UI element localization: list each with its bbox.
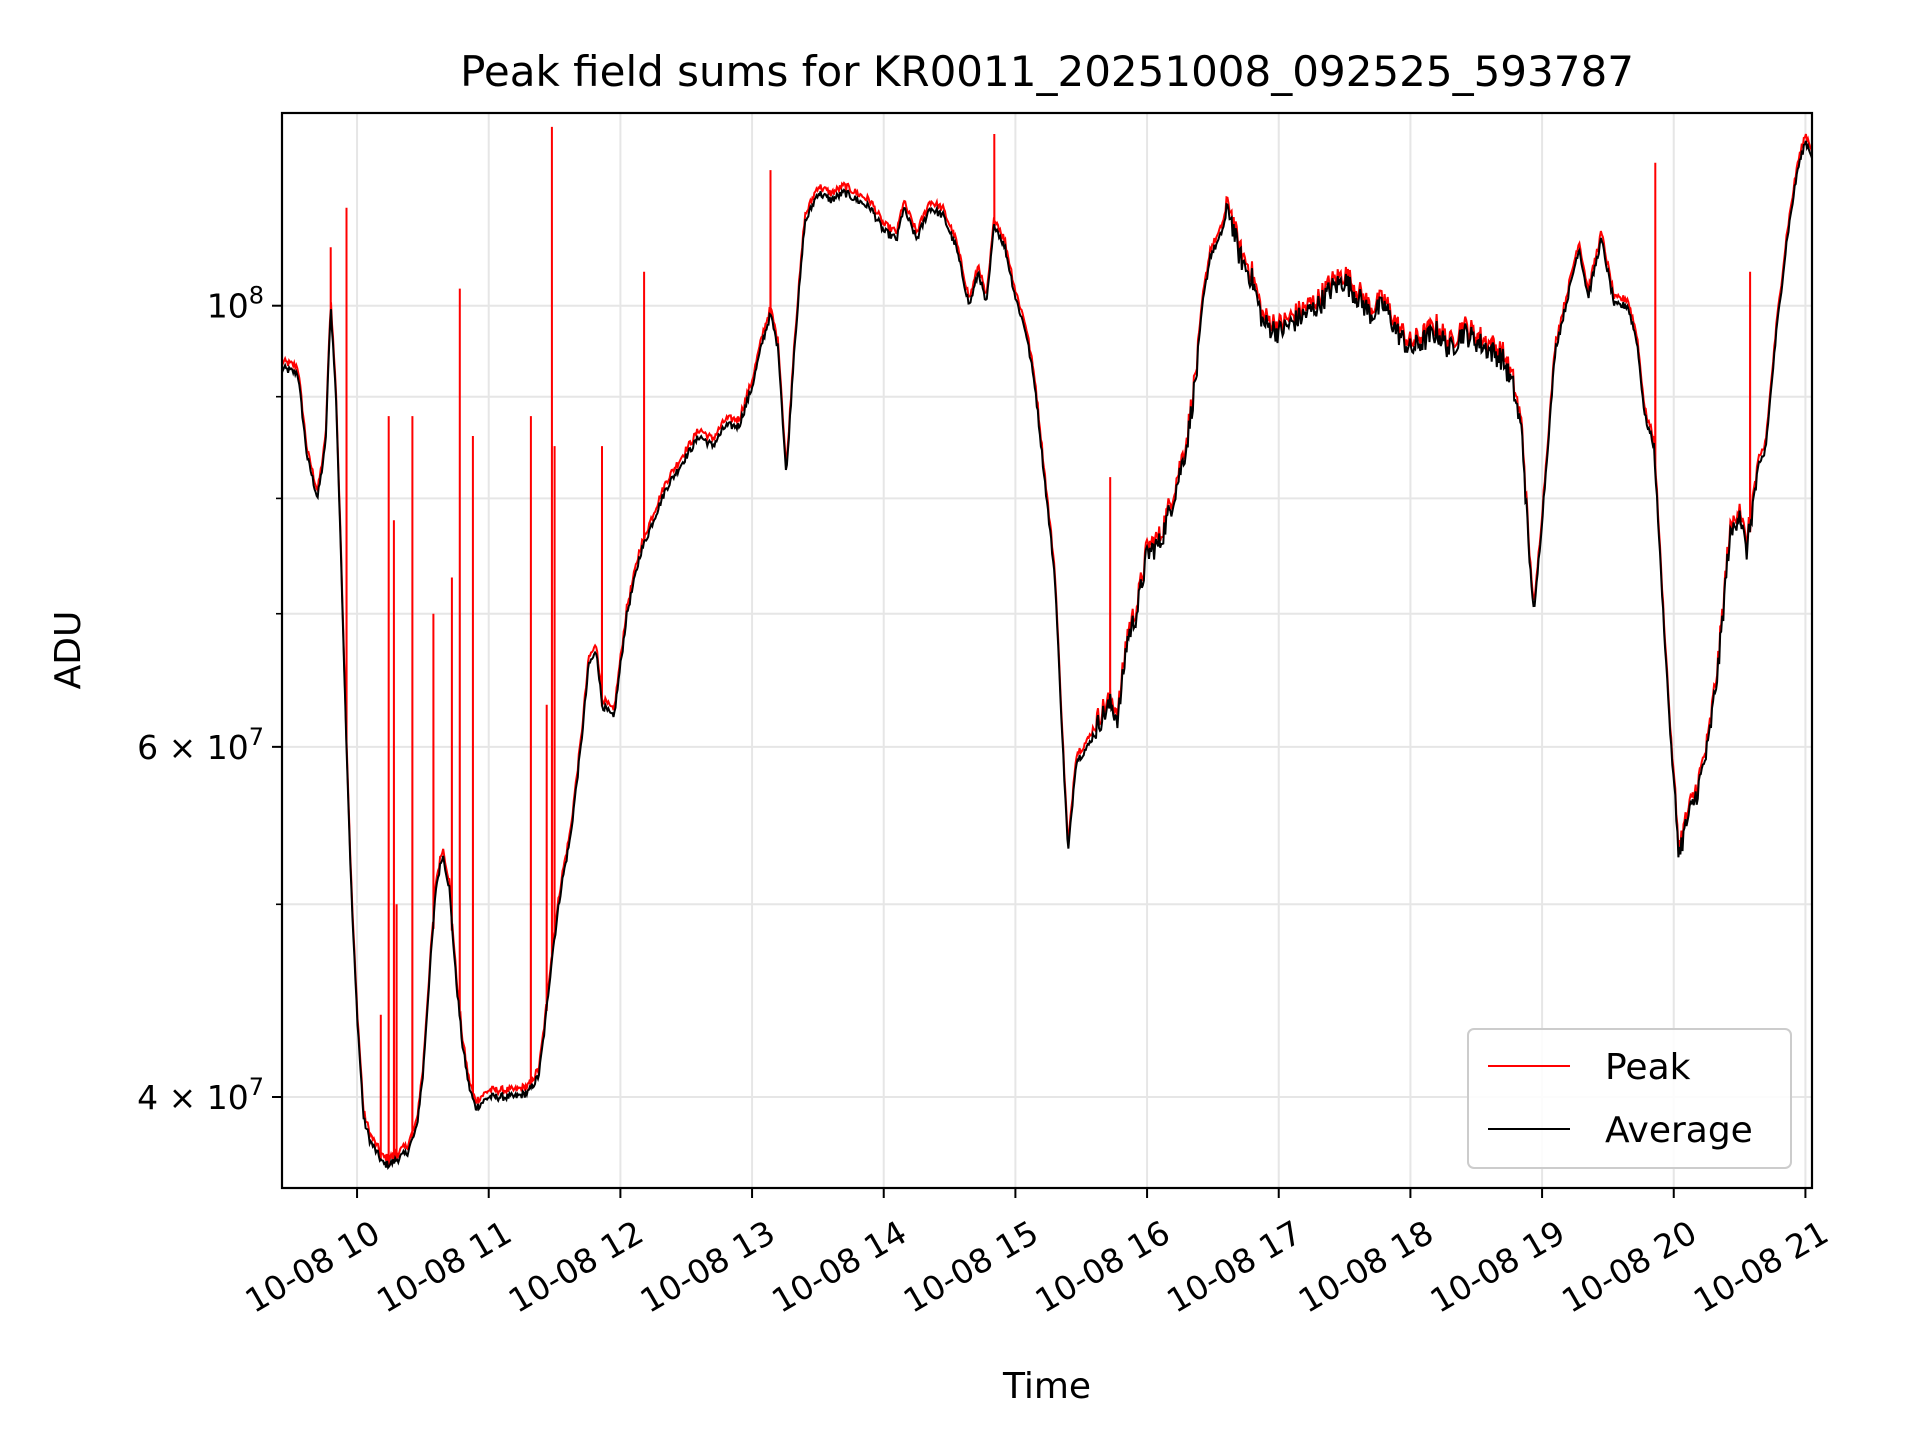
y-axis-title: ADU	[48, 611, 89, 690]
legend: Peak Average	[1467, 1028, 1792, 1169]
y-tick-label: 4 × 107	[137, 1073, 264, 1117]
legend-box	[1467, 1028, 1792, 1169]
plot-area	[282, 126, 1812, 1170]
x-axis-title: Time	[1002, 1366, 1091, 1407]
y-tick-label: 108	[207, 282, 264, 326]
legend-label-average: Average	[1605, 1110, 1753, 1151]
series-line-average	[282, 140, 1812, 1170]
y-axis: 108 6 × 107 4 × 107	[137, 282, 282, 1117]
y-tick-label: 6 × 107	[137, 723, 264, 767]
legend-label-peak: Peak	[1605, 1047, 1691, 1088]
plot-frame	[280, 111, 1814, 1190]
chart-title: Peak field sums for KR0011_20251008_0925…	[460, 47, 1634, 96]
